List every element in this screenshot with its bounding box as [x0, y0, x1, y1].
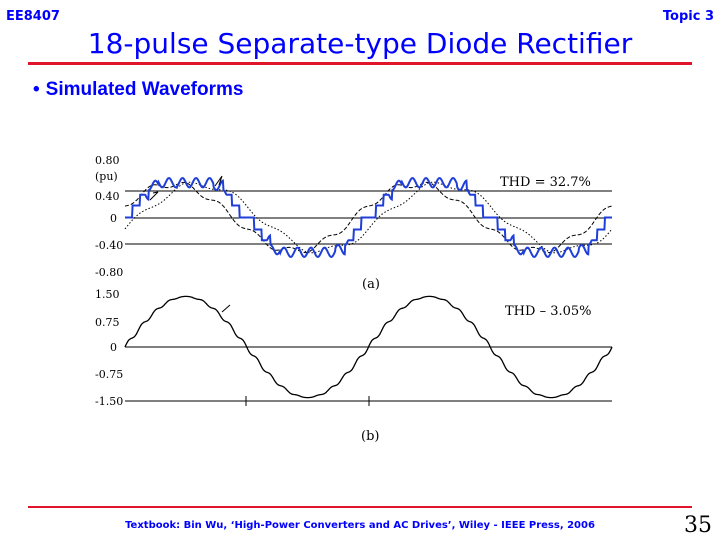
slide-title: 18-pulse Separate-type Diode Rectifier [87, 27, 633, 60]
chart-b-arrow-icon [221, 304, 231, 313]
chart-a-ytick-label: -0.40 [95, 239, 123, 252]
chart-a-ylabel: (pu) [95, 170, 118, 183]
chart-a-series-dotted [124, 181, 613, 254]
topic-label: Topic 3 [662, 9, 714, 24]
chart-a-series-blue [125, 177, 612, 258]
footer-divider [28, 506, 692, 508]
chart-a-ytick-label: 0.40 [95, 190, 120, 203]
chart-b-panel-label: (b) [361, 429, 379, 444]
chart-a-series-dashed [124, 181, 613, 254]
chart-b-ytick-label: 0 [110, 341, 117, 354]
chart-a-panel-label: (a) [362, 277, 380, 292]
title-divider [28, 62, 692, 65]
chart-a-ytick-label: 0 [110, 212, 117, 225]
chart-b-ytick-label: -1.50 [95, 395, 123, 408]
chart-a-arrow-icon [149, 191, 159, 201]
bullet-text: Simulated Waveforms [45, 79, 244, 100]
chart-a: 0.80 (pu) 0.40 0 -0.40 -0.80 THD = 32.7%… [95, 154, 613, 292]
chart-b-thd-annotation: THD – 3.05% [505, 304, 592, 319]
bullet-item: • Simulated Waveforms [33, 79, 243, 101]
chart-a-thd-annotation: THD = 32.7% [500, 175, 591, 190]
textbook-citation: Textbook: Bin Wu, ‘High-Power Converters… [125, 520, 595, 531]
chart-b-ytick-label: -0.75 [95, 368, 123, 381]
chart-b: 1.50 0.75 0 -0.75 -1.50 THD – 3.05% (b) [95, 288, 613, 444]
bullet-dot-icon: • [33, 79, 40, 100]
chart-b-series-current [124, 295, 613, 399]
page-number: 35 [684, 513, 712, 538]
chart-b-ytick-label: 1.50 [95, 288, 120, 301]
chart-a-arrow-icon [214, 175, 223, 187]
course-code: EE8407 [6, 9, 60, 24]
chart-a-ytick-label: 0.80 [95, 154, 120, 167]
chart-b-ytick-label: 0.75 [95, 316, 120, 329]
chart-a-ytick-label: -0.80 [95, 266, 123, 279]
